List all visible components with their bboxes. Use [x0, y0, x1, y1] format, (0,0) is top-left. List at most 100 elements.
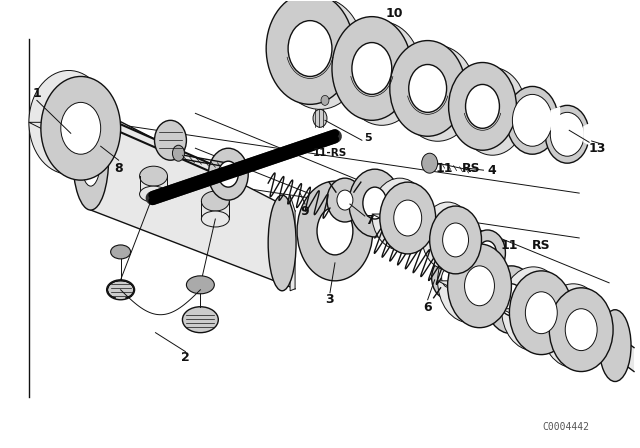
Ellipse shape: [465, 84, 499, 128]
Ellipse shape: [422, 202, 474, 270]
Polygon shape: [501, 309, 573, 313]
Ellipse shape: [202, 211, 229, 227]
Ellipse shape: [479, 241, 497, 265]
Ellipse shape: [476, 90, 509, 134]
Ellipse shape: [349, 169, 401, 237]
Text: RS: RS: [462, 162, 481, 175]
Ellipse shape: [313, 109, 327, 127]
Ellipse shape: [288, 21, 332, 77]
Text: 5: 5: [364, 133, 372, 143]
Text: RS: RS: [532, 239, 550, 252]
Ellipse shape: [84, 145, 93, 171]
Polygon shape: [449, 106, 526, 112]
Ellipse shape: [501, 267, 565, 351]
Ellipse shape: [332, 17, 412, 121]
Ellipse shape: [362, 47, 402, 99]
Ellipse shape: [550, 112, 584, 156]
Ellipse shape: [321, 95, 329, 105]
Ellipse shape: [409, 65, 447, 112]
Ellipse shape: [202, 191, 229, 211]
Ellipse shape: [140, 186, 168, 202]
Ellipse shape: [337, 190, 353, 210]
Ellipse shape: [276, 0, 364, 109]
Text: 11-RS: 11-RS: [313, 148, 347, 158]
Text: 9: 9: [301, 205, 309, 218]
Text: 11: 11: [500, 239, 518, 252]
Ellipse shape: [186, 276, 214, 294]
Polygon shape: [390, 88, 476, 93]
Ellipse shape: [506, 86, 558, 154]
Polygon shape: [541, 295, 579, 345]
Polygon shape: [290, 195, 295, 291]
Polygon shape: [120, 124, 225, 178]
Ellipse shape: [372, 178, 428, 250]
Ellipse shape: [380, 182, 436, 254]
Polygon shape: [266, 48, 364, 53]
Ellipse shape: [140, 166, 168, 186]
Ellipse shape: [422, 153, 438, 173]
Text: C0004442: C0004442: [542, 422, 589, 432]
Ellipse shape: [73, 106, 109, 210]
Ellipse shape: [107, 280, 134, 300]
Ellipse shape: [429, 206, 481, 274]
Polygon shape: [436, 208, 454, 248]
Ellipse shape: [154, 121, 186, 160]
Ellipse shape: [390, 41, 465, 136]
Ellipse shape: [447, 244, 511, 327]
Text: 3: 3: [326, 293, 334, 306]
Polygon shape: [438, 281, 511, 286]
Text: 8: 8: [115, 162, 123, 175]
Ellipse shape: [266, 0, 354, 104]
Ellipse shape: [449, 63, 516, 150]
Ellipse shape: [61, 103, 100, 154]
Polygon shape: [29, 122, 120, 128]
Ellipse shape: [499, 284, 524, 316]
Ellipse shape: [297, 181, 373, 281]
Ellipse shape: [525, 292, 557, 334]
Text: 4: 4: [487, 164, 496, 177]
Ellipse shape: [431, 256, 468, 300]
Ellipse shape: [172, 145, 184, 161]
Polygon shape: [422, 236, 481, 240]
Ellipse shape: [111, 245, 131, 259]
Text: 2: 2: [181, 351, 190, 364]
Ellipse shape: [209, 148, 248, 200]
Text: 6: 6: [423, 301, 432, 314]
Ellipse shape: [218, 161, 238, 187]
Polygon shape: [91, 106, 295, 289]
Ellipse shape: [29, 70, 109, 174]
Ellipse shape: [513, 95, 552, 146]
Ellipse shape: [459, 68, 526, 155]
Polygon shape: [550, 106, 560, 134]
Ellipse shape: [342, 22, 422, 125]
Polygon shape: [615, 334, 634, 371]
Ellipse shape: [438, 239, 501, 323]
Ellipse shape: [442, 268, 458, 288]
Text: 13: 13: [588, 142, 606, 155]
Ellipse shape: [549, 288, 613, 371]
Ellipse shape: [565, 309, 597, 351]
Ellipse shape: [81, 130, 100, 186]
Ellipse shape: [182, 307, 218, 333]
Polygon shape: [583, 122, 591, 146]
Ellipse shape: [486, 266, 538, 334]
Ellipse shape: [545, 105, 589, 163]
Polygon shape: [372, 214, 436, 218]
Ellipse shape: [41, 77, 120, 180]
Text: 1: 1: [33, 87, 41, 100]
Text: 11: 11: [436, 162, 453, 175]
Ellipse shape: [599, 310, 631, 382]
Text: 7: 7: [365, 214, 374, 227]
Ellipse shape: [470, 230, 506, 276]
Ellipse shape: [268, 195, 296, 291]
Text: 10: 10: [386, 7, 403, 20]
Ellipse shape: [443, 223, 468, 257]
Polygon shape: [541, 326, 613, 330]
Ellipse shape: [400, 46, 476, 141]
Ellipse shape: [298, 26, 342, 82]
Ellipse shape: [327, 178, 363, 222]
Ellipse shape: [419, 69, 456, 117]
Ellipse shape: [465, 266, 495, 306]
Ellipse shape: [394, 200, 422, 236]
Ellipse shape: [541, 284, 605, 367]
